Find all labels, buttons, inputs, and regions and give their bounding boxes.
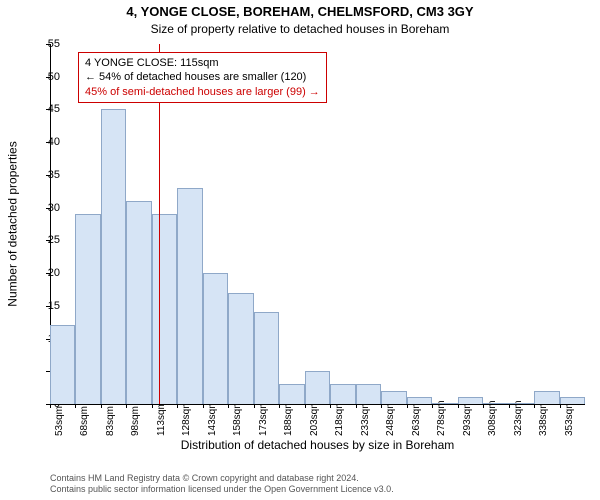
- x-tick-mark: [432, 404, 433, 408]
- histogram-bar: [126, 201, 151, 404]
- histogram-bar: [381, 391, 406, 404]
- x-tick-label: 98sqm: [130, 406, 141, 436]
- histogram-bar: [483, 403, 508, 404]
- callout-line-2: ← 54% of detached houses are smaller (12…: [85, 70, 320, 84]
- x-tick-mark: [152, 404, 153, 408]
- histogram-bar: [75, 214, 100, 404]
- x-tick-mark: [356, 404, 357, 408]
- footer: Contains HM Land Registry data © Crown c…: [50, 473, 585, 496]
- x-axis-label: Distribution of detached houses by size …: [50, 438, 585, 452]
- page-title: 4, YONGE CLOSE, BOREHAM, CHELMSFORD, CM3…: [0, 4, 600, 19]
- histogram-bar: [330, 384, 355, 404]
- x-tick-mark: [509, 404, 510, 408]
- histogram-bar: [356, 384, 381, 404]
- histogram-bar: [101, 109, 126, 404]
- histogram-bar: [560, 397, 585, 404]
- x-tick-label: 158sqm: [232, 400, 243, 436]
- x-tick-mark: [279, 404, 280, 408]
- histogram-bar: [50, 325, 75, 404]
- x-tick-mark: [126, 404, 127, 408]
- callout-box: 4 YONGE CLOSE: 115sqm ← 54% of detached …: [78, 52, 327, 103]
- x-tick-mark: [75, 404, 76, 408]
- subtitle: Size of property relative to detached ho…: [0, 22, 600, 36]
- x-tick-mark: [330, 404, 331, 408]
- histogram-bar: [152, 214, 177, 404]
- x-tick-mark: [483, 404, 484, 408]
- histogram-bar: [305, 371, 330, 404]
- x-tick-label: 278sqm: [436, 400, 447, 436]
- x-tick-mark: [458, 404, 459, 408]
- callout-line-3: 45% of semi-detached houses are larger (…: [85, 85, 320, 99]
- x-tick-label: 113sqm: [156, 401, 167, 436]
- callout-line-1: 4 YONGE CLOSE: 115sqm: [85, 56, 320, 70]
- histogram-bar: [203, 273, 228, 404]
- chart-container: 4, YONGE CLOSE, BOREHAM, CHELMSFORD, CM3…: [0, 0, 600, 500]
- x-tick-label: 68sqm: [79, 406, 90, 436]
- histogram-bar: [228, 293, 253, 404]
- x-tick-label: 308sqm: [487, 400, 498, 436]
- x-tick-mark: [101, 404, 102, 408]
- x-tick-mark: [560, 404, 561, 408]
- histogram-bar: [279, 384, 304, 404]
- x-tick-mark: [305, 404, 306, 408]
- plot-area: 4 YONGE CLOSE: 115sqm ← 54% of detached …: [50, 44, 585, 404]
- histogram-bar: [534, 391, 559, 404]
- x-tick-label: 218sqm: [334, 400, 345, 436]
- x-tick-label: 173sqm: [258, 400, 269, 436]
- x-tick-label: 188sqm: [283, 400, 294, 436]
- x-tick-mark: [177, 404, 178, 408]
- x-tick-label: 338sqm: [538, 400, 549, 436]
- x-tick-label: 128sqm: [181, 400, 192, 436]
- x-tick-label: 53sqm: [54, 406, 65, 436]
- x-tick-mark: [203, 404, 204, 408]
- x-tick-label: 323sqm: [513, 400, 524, 436]
- x-tick-label: 263sqm: [411, 400, 422, 436]
- footer-line-2: Contains public sector information licen…: [50, 484, 585, 496]
- x-tick-mark: [50, 404, 51, 408]
- histogram-bar: [254, 312, 279, 404]
- x-tick-label: 143sqm: [207, 400, 218, 436]
- x-tick-label: 83sqm: [105, 406, 116, 436]
- x-tick-label: 203sqm: [309, 400, 320, 436]
- y-axis-label: Number of detached properties: [6, 44, 20, 404]
- histogram-bar: [458, 397, 483, 404]
- histogram-bar: [432, 403, 457, 404]
- x-tick-mark: [407, 404, 408, 408]
- x-tick-label: 353sqm: [564, 400, 575, 436]
- x-tick-label: 248sqm: [385, 400, 396, 436]
- histogram-bar: [407, 397, 432, 404]
- histogram-bar: [509, 403, 534, 404]
- x-tick-label: 233sqm: [360, 400, 371, 436]
- x-tick-label: 293sqm: [462, 400, 473, 436]
- x-tick-mark: [228, 404, 229, 408]
- histogram-bar: [177, 188, 202, 404]
- footer-line-1: Contains HM Land Registry data © Crown c…: [50, 473, 585, 485]
- x-tick-mark: [254, 404, 255, 408]
- x-tick-mark: [534, 404, 535, 408]
- x-tick-mark: [381, 404, 382, 408]
